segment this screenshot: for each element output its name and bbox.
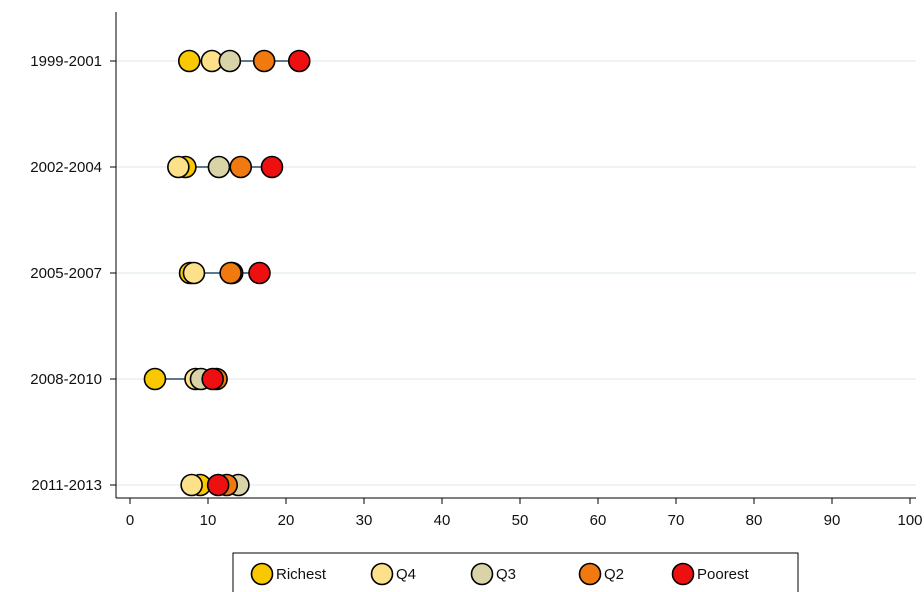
point-q4-2005-2007 xyxy=(182,261,206,285)
point-richest-2008-2010 xyxy=(143,367,167,391)
point-poorest-2011-2013 xyxy=(206,473,230,497)
legend-box xyxy=(232,552,799,592)
x-tick-label: 80 xyxy=(746,512,763,529)
legend-label-q2: Q2 xyxy=(604,566,624,583)
x-tick-label: 90 xyxy=(824,512,841,529)
point-q3-1999-2001 xyxy=(218,49,242,73)
point-poorest-2008-2010 xyxy=(201,367,224,391)
x-tick-label: 0 xyxy=(126,512,134,529)
y-tick-label: 2002-2004 xyxy=(30,159,102,176)
point-richest-1999-2001 xyxy=(177,49,201,73)
legend-marker-q4 xyxy=(370,562,394,586)
legend-marker-richest xyxy=(250,562,274,586)
point-q2-2002-2004 xyxy=(229,155,253,179)
legend-label-q3: Q3 xyxy=(496,566,516,583)
y-tick-label: 1999-2001 xyxy=(30,53,102,70)
point-q3-2002-2004 xyxy=(207,155,231,179)
x-tick-label: 70 xyxy=(668,512,685,529)
legend-label-q4: Q4 xyxy=(396,566,416,583)
y-tick-label: 2008-2010 xyxy=(30,371,102,388)
legend-marker-q2 xyxy=(578,562,602,586)
point-poorest-2002-2004 xyxy=(260,155,284,179)
legend: Richest Q4 Q3 Q2 Poorest xyxy=(232,552,799,592)
y-tick-label: 2005-2007 xyxy=(30,265,102,282)
axes: 1999-2001 2002-2004 2005-2007 2008-2010 2011… xyxy=(30,12,923,529)
point-poorest-2005-2007 xyxy=(248,261,271,285)
legend-marker-q3 xyxy=(470,562,494,586)
x-tick-label: 30 xyxy=(356,512,373,529)
point-q2-2005-2007 xyxy=(219,261,242,285)
point-poorest-1999-2001 xyxy=(287,49,311,73)
legend-marker-poorest xyxy=(671,562,695,586)
point-q2-1999-2001 xyxy=(252,49,276,73)
legend-label-richest: Richest xyxy=(276,566,327,583)
x-tick-label: 20 xyxy=(278,512,295,529)
x-tick-label: 50 xyxy=(512,512,529,529)
legend-label-poorest: Poorest xyxy=(697,566,750,583)
y-tick-label: 2011-2013 xyxy=(31,477,102,494)
point-q4-2011-2013 xyxy=(180,473,203,497)
x-tick-label: 40 xyxy=(434,512,451,529)
point-q4-2002-2004 xyxy=(167,155,190,179)
x-tick-label: 60 xyxy=(590,512,607,529)
x-tick-label: 10 xyxy=(200,512,217,529)
data-points xyxy=(143,49,311,497)
x-tick-label: 100 xyxy=(897,512,922,529)
